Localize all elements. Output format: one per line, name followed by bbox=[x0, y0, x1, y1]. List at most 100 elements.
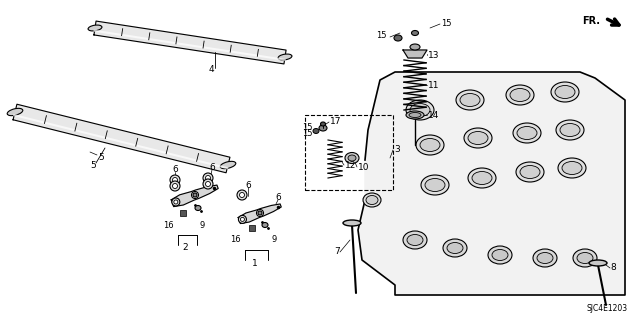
Ellipse shape bbox=[203, 173, 213, 183]
Text: 12: 12 bbox=[345, 160, 356, 169]
Text: 15: 15 bbox=[303, 129, 313, 137]
Ellipse shape bbox=[533, 249, 557, 267]
Ellipse shape bbox=[241, 217, 244, 221]
Ellipse shape bbox=[170, 181, 180, 191]
Ellipse shape bbox=[406, 100, 434, 120]
Ellipse shape bbox=[468, 168, 496, 188]
Ellipse shape bbox=[558, 158, 586, 178]
Text: 15: 15 bbox=[441, 19, 451, 27]
Text: 3: 3 bbox=[394, 145, 400, 154]
Ellipse shape bbox=[456, 90, 484, 110]
Ellipse shape bbox=[551, 82, 579, 102]
Ellipse shape bbox=[412, 31, 419, 35]
Ellipse shape bbox=[172, 198, 180, 206]
Text: 4: 4 bbox=[208, 65, 214, 75]
Ellipse shape bbox=[407, 234, 423, 246]
Text: FR.: FR. bbox=[582, 16, 600, 26]
Ellipse shape bbox=[562, 161, 582, 174]
Ellipse shape bbox=[239, 192, 244, 197]
Ellipse shape bbox=[406, 111, 424, 119]
Text: 17: 17 bbox=[330, 117, 342, 127]
Ellipse shape bbox=[537, 253, 553, 263]
Ellipse shape bbox=[464, 128, 492, 148]
Text: 13: 13 bbox=[428, 50, 440, 60]
Ellipse shape bbox=[421, 175, 449, 195]
Ellipse shape bbox=[313, 129, 319, 133]
Text: 5: 5 bbox=[90, 160, 96, 169]
Ellipse shape bbox=[258, 211, 262, 215]
Text: 11: 11 bbox=[428, 80, 440, 90]
Ellipse shape bbox=[506, 85, 534, 105]
Ellipse shape bbox=[556, 120, 584, 140]
Text: 1: 1 bbox=[252, 258, 258, 268]
Ellipse shape bbox=[191, 191, 198, 198]
Text: 6: 6 bbox=[275, 194, 281, 203]
Polygon shape bbox=[94, 21, 286, 64]
Ellipse shape bbox=[425, 179, 445, 191]
Ellipse shape bbox=[363, 193, 381, 207]
Ellipse shape bbox=[321, 122, 326, 126]
Ellipse shape bbox=[173, 183, 177, 189]
Ellipse shape bbox=[205, 182, 211, 187]
Ellipse shape bbox=[560, 123, 580, 137]
Text: SJC4E1203: SJC4E1203 bbox=[587, 304, 628, 313]
Ellipse shape bbox=[589, 260, 607, 266]
Ellipse shape bbox=[205, 175, 211, 181]
Polygon shape bbox=[172, 185, 218, 207]
Ellipse shape bbox=[410, 44, 420, 50]
Text: 6: 6 bbox=[172, 166, 178, 174]
Text: 7: 7 bbox=[334, 248, 340, 256]
Ellipse shape bbox=[7, 108, 23, 116]
Polygon shape bbox=[358, 72, 625, 295]
Ellipse shape bbox=[348, 155, 356, 161]
Text: 9: 9 bbox=[200, 220, 205, 229]
Ellipse shape bbox=[203, 179, 213, 189]
Text: 5: 5 bbox=[98, 153, 104, 162]
Ellipse shape bbox=[447, 242, 463, 254]
Ellipse shape bbox=[472, 172, 492, 184]
Text: 15: 15 bbox=[303, 123, 313, 132]
Text: 6: 6 bbox=[245, 181, 251, 189]
Ellipse shape bbox=[409, 113, 421, 117]
Text: 9: 9 bbox=[272, 235, 277, 244]
Ellipse shape bbox=[468, 131, 488, 145]
Text: 6: 6 bbox=[209, 164, 215, 173]
Ellipse shape bbox=[443, 239, 467, 257]
Ellipse shape bbox=[410, 103, 430, 116]
Ellipse shape bbox=[366, 196, 378, 204]
Ellipse shape bbox=[513, 123, 541, 143]
Ellipse shape bbox=[394, 35, 402, 41]
Ellipse shape bbox=[345, 152, 359, 164]
Ellipse shape bbox=[195, 205, 201, 211]
Ellipse shape bbox=[510, 88, 530, 101]
Ellipse shape bbox=[319, 125, 327, 131]
Ellipse shape bbox=[174, 200, 178, 204]
Text: 14: 14 bbox=[428, 110, 440, 120]
Ellipse shape bbox=[257, 210, 264, 217]
Text: 2: 2 bbox=[182, 243, 188, 253]
Polygon shape bbox=[13, 104, 230, 173]
Ellipse shape bbox=[193, 193, 197, 197]
Ellipse shape bbox=[555, 85, 575, 99]
Text: 15: 15 bbox=[376, 31, 387, 40]
Ellipse shape bbox=[278, 54, 292, 60]
Ellipse shape bbox=[573, 249, 597, 267]
Bar bbox=[305, 115, 393, 190]
Ellipse shape bbox=[170, 175, 180, 185]
Ellipse shape bbox=[516, 162, 544, 182]
Text: 16: 16 bbox=[163, 220, 174, 229]
Ellipse shape bbox=[220, 161, 236, 169]
Text: 8: 8 bbox=[610, 263, 616, 272]
Ellipse shape bbox=[88, 25, 102, 31]
Ellipse shape bbox=[420, 138, 440, 152]
Ellipse shape bbox=[416, 135, 444, 155]
Ellipse shape bbox=[577, 253, 593, 263]
Ellipse shape bbox=[520, 166, 540, 179]
Ellipse shape bbox=[239, 215, 246, 223]
Ellipse shape bbox=[343, 220, 361, 226]
Ellipse shape bbox=[173, 177, 177, 182]
Ellipse shape bbox=[492, 249, 508, 261]
Polygon shape bbox=[238, 204, 281, 224]
Ellipse shape bbox=[460, 93, 480, 107]
Text: 16: 16 bbox=[230, 235, 241, 244]
